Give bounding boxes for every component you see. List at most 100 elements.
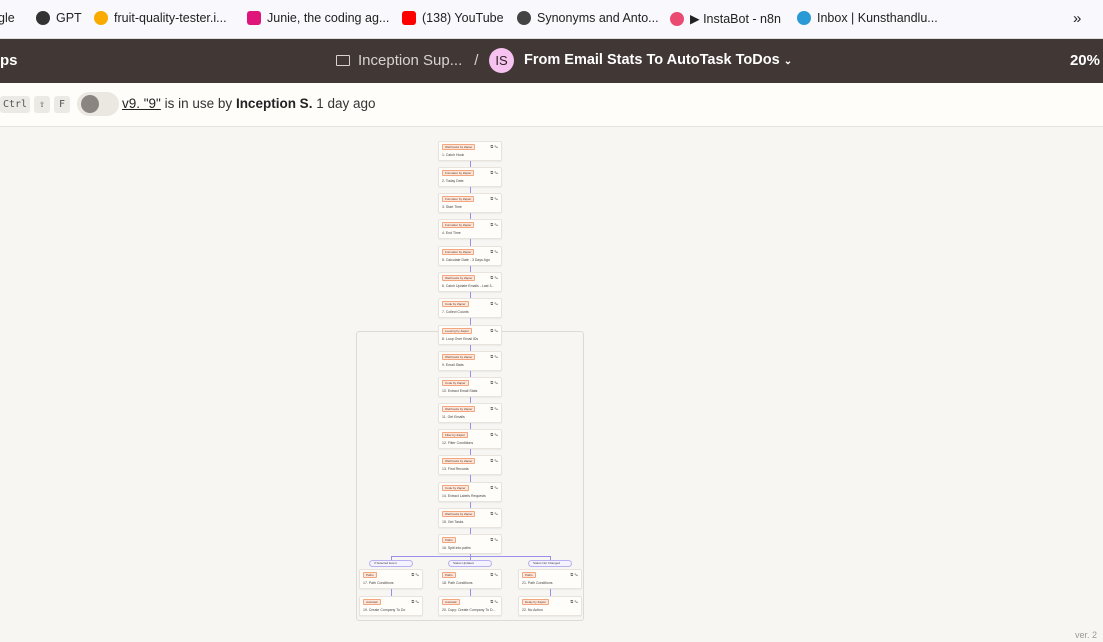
node-actions-icon[interactable]: ⧉ ✎ (490, 222, 498, 227)
app-badge: Paths (442, 537, 456, 543)
step-node[interactable]: Formatter by Zapier 3. Start Time ⧉ ✎ (438, 193, 502, 213)
bookmark-label: (138) YouTube (422, 11, 504, 25)
action-node[interactable]: Autotask 20. Copy: Create Company To D...… (438, 596, 502, 616)
node-actions-icon[interactable]: ⧉ ✎ (490, 572, 498, 577)
step-node[interactable]: Code by Zapier 14. Extract Labels Request… (438, 482, 502, 502)
folder-link[interactable]: Inception Sup... (358, 52, 463, 69)
bookmark-1[interactable]: GPT (36, 11, 82, 25)
app-badge: Formatter by Zapier (442, 170, 475, 176)
path-node[interactable]: Paths 21. Path Conditions ⧉ ✎ (518, 569, 582, 589)
step-title: 4. End Time (442, 231, 461, 235)
node-actions-icon[interactable]: ⧉ ✎ (490, 328, 498, 333)
step-title: 6. Catch Update Emails - Last 3... (442, 284, 495, 288)
connector-line (470, 423, 471, 429)
step-node[interactable]: Webhooks by Zapier 6. Catch Update Emails… (438, 272, 502, 292)
app-name[interactable]: ps (0, 52, 18, 69)
node-actions-icon[interactable]: ⧉ ✎ (490, 406, 498, 411)
bookmark-7[interactable]: Inbox | Kunsthandlu... (797, 11, 938, 25)
folder-icon (336, 55, 350, 66)
node-actions-icon[interactable]: ⧉ ✎ (490, 432, 498, 437)
step-title: 11. Get Emails (442, 415, 465, 419)
step-node[interactable]: Webhooks by Zapier 13. Find Records ⧉ ✎ (438, 455, 502, 475)
breadcrumb-separator: / (474, 52, 479, 69)
path-pill[interactable]: Status Updated (448, 560, 492, 567)
path-node[interactable]: Paths 18. Path Conditions ⧉ ✎ (438, 569, 502, 589)
step-node[interactable]: Webhooks by Zapier 9. Email Stats ⧉ ✎ (438, 351, 502, 371)
bookmark-3[interactable]: Junie, the coding ag... (247, 11, 389, 25)
node-actions-icon[interactable]: ⧉ ✎ (490, 170, 498, 175)
node-actions-icon[interactable]: ⧉ ✎ (411, 572, 419, 577)
more-bookmarks-button[interactable]: » (1073, 10, 1082, 27)
connector-line (391, 556, 392, 561)
step-title: 2. Today Date (442, 179, 464, 183)
bookmark-5[interactable]: Synonyms and Anto... (517, 11, 659, 25)
node-actions-icon[interactable]: ⧉ ✎ (490, 485, 498, 490)
step-node[interactable]: Webhooks by Zapier 11. Get Emails ⧉ ✎ (438, 403, 502, 423)
globe-icon (517, 11, 531, 25)
openai-icon (36, 11, 50, 25)
user-name: Inception S. (235, 96, 313, 111)
node-actions-icon[interactable]: ⧉ ✎ (490, 537, 498, 542)
step-node[interactable]: Formatter by Zapier 2. Today Date ⧉ ✎ (438, 167, 502, 187)
bookmark-label: Junie, the coding ag... (267, 11, 390, 25)
node-actions-icon[interactable]: ⧉ ✎ (490, 144, 498, 149)
path-node[interactable]: Paths 17. Path Conditions ⧉ ✎ (359, 569, 423, 589)
step-node[interactable]: Code by Zapier 7. Collect Counts ⧉ ✎ (438, 298, 502, 318)
node-actions-icon[interactable]: ⧉ ✎ (490, 196, 498, 201)
bookmark-6[interactable]: ▶ InstaBot - n8n (670, 11, 781, 26)
action-node[interactable]: Autotask 19. Create Company To Do ⧉ ✎ (359, 596, 423, 616)
step-node[interactable]: Looping by Zapier 8. Loop Over Email IDs ⧉… (438, 325, 502, 345)
colab-icon (94, 11, 108, 25)
action-node[interactable]: Delay by Zapier 22. No Action ⧉ ✎ (518, 596, 582, 616)
zoom-level[interactable]: 20% (1069, 52, 1100, 69)
node-actions-icon[interactable]: ⧉ ✎ (411, 599, 419, 604)
step-title: 13. Find Records (442, 467, 469, 471)
step-title: 17. Path Conditions (363, 581, 394, 585)
node-actions-icon[interactable]: ⧉ ✎ (570, 572, 578, 577)
node-actions-icon[interactable]: ⧉ ✎ (490, 511, 498, 516)
bookmark-2[interactable]: fruit-quality-tester.i... (94, 11, 227, 25)
node-actions-icon[interactable]: ⧉ ✎ (490, 249, 498, 254)
app-badge: Formatter by Zapier (442, 222, 475, 228)
step-node[interactable]: Paths 16. Split into paths ⧉ ✎ (438, 534, 502, 554)
step-title: 16. Split into paths (442, 546, 471, 550)
step-node[interactable]: Formatter by Zapier 5. Calculate Date - 3… (438, 246, 502, 266)
connector-line (470, 475, 471, 482)
bookmark-4[interactable]: (138) YouTube (402, 11, 504, 25)
avatar[interactable]: IS (489, 48, 514, 73)
node-actions-icon[interactable]: ⧉ ✎ (490, 275, 498, 280)
connector-line (550, 589, 551, 596)
app-badge: Delay by Zapier (522, 599, 550, 605)
chevron-down-icon: ⌄ (783, 56, 793, 67)
node-actions-icon[interactable]: ⧉ ✎ (570, 599, 578, 604)
node-actions-icon[interactable]: ⧉ ✎ (490, 599, 498, 604)
zap-title[interactable]: From Email Stats To AutoTask ToDos ⌄ (524, 52, 792, 68)
step-node[interactable]: Webhooks by Zapier 15. Get Tasks ⧉ ✎ (438, 508, 502, 528)
step-node[interactable]: Formatter by Zapier 4. End Time ⧉ ✎ (438, 219, 502, 239)
app-badge: Autotask (442, 599, 460, 605)
node-actions-icon[interactable]: ⧉ ✎ (490, 301, 498, 306)
key-ctrl: Ctrl (0, 96, 30, 113)
connector-line (470, 345, 471, 351)
node-actions-icon[interactable]: ⧉ ✎ (490, 458, 498, 463)
step-node[interactable]: Code by Zapier 10. Extract Email Stats ⧉ ✎ (438, 377, 502, 397)
step-node[interactable]: Webhooks by Zapier 1. Catch Hook ⧉ ✎ (438, 141, 502, 161)
step-title: 15. Get Tasks (442, 520, 464, 524)
bookmark-0[interactable]: gle (0, 11, 15, 25)
timestamp: 1 day ago (316, 96, 376, 111)
youtube-icon (402, 11, 416, 25)
toggle-switch[interactable] (77, 92, 119, 116)
node-actions-icon[interactable]: ⧉ ✎ (490, 354, 498, 359)
path-pill[interactable]: If Selected Event (369, 560, 413, 567)
node-actions-icon[interactable]: ⧉ ✎ (490, 380, 498, 385)
path-pill[interactable]: Status Not Changed (528, 560, 572, 567)
step-title: 18. Path Conditions (442, 581, 473, 585)
step-node[interactable]: Filter by Zapier 12. Filter Conditions ⧉ ✎ (438, 429, 502, 449)
step-title: 9. Email Stats (442, 363, 464, 367)
connector-line (470, 161, 471, 167)
step-title: 10. Extract Email Stats (442, 389, 478, 393)
app-badge: Webhooks by Zapier (442, 144, 476, 150)
version-link[interactable]: v9. "9" (122, 96, 161, 111)
app-badge: Webhooks by Zapier (442, 275, 476, 281)
step-title: 22. No Action (522, 608, 543, 612)
